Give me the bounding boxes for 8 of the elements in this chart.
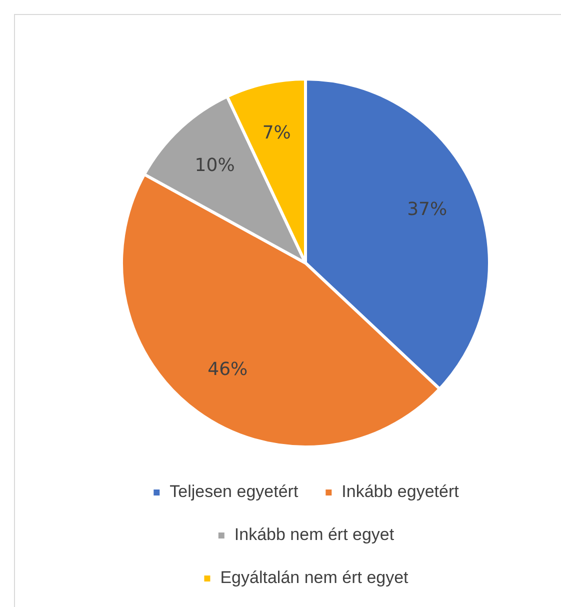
data-label: 37% (407, 199, 448, 220)
legend-label: Teljesen egyetért (170, 482, 298, 502)
data-label: 10% (194, 155, 235, 176)
data-label: 46% (208, 358, 248, 380)
legend-label: Inkább nem ért egyet (234, 525, 394, 544)
data-label: 7% (262, 122, 291, 144)
legend-label: Inkább egyetért (342, 482, 460, 502)
legend-label: Egyáltalán nem ért egyet (220, 568, 409, 588)
